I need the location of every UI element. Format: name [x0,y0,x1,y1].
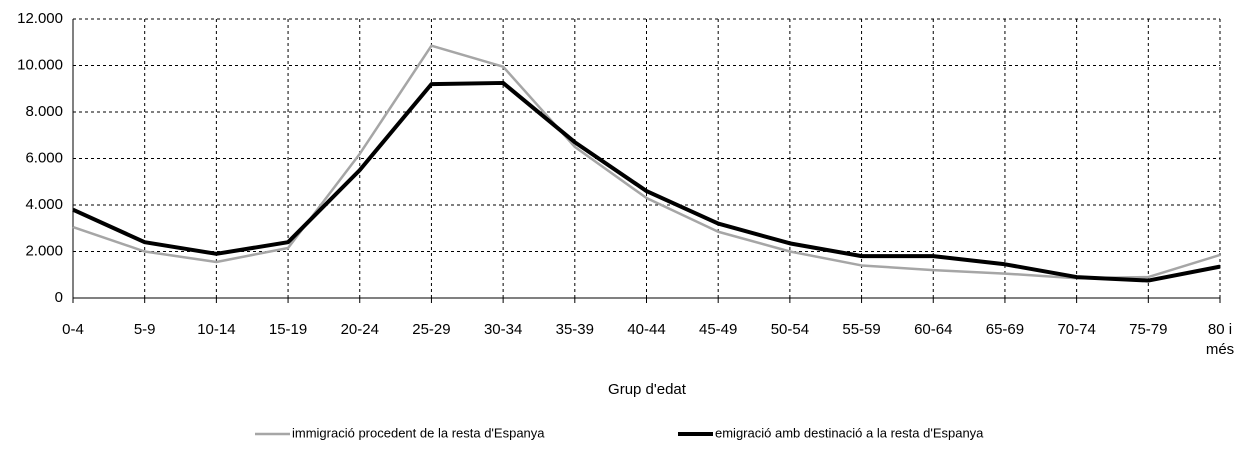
x-tick-label: 70-74 [1057,321,1096,338]
x-tick-label: 10-14 [197,321,236,338]
y-tick-label: 0 [55,289,63,306]
legend-label: immigració procedent de la resta d'Espan… [292,425,545,440]
y-tick-label: 6.000 [25,149,63,166]
x-tick-label: 80 i més [1205,321,1235,358]
x-tick-label: 65-69 [985,321,1025,338]
x-tick-label: 20-24 [340,321,379,338]
legend-label: emigració amb destinació a la resta d'Es… [715,425,984,440]
y-tick-label: 10.000 [17,56,63,73]
y-tick-label: 2.000 [25,242,63,259]
x-axis-label: Grup d'edat [608,381,687,398]
y-tick-label: 8.000 [25,103,63,120]
x-tick-label: 45-49 [699,321,738,338]
y-tick-label: 12.000 [17,10,63,27]
x-tick-label: 0-4 [62,321,84,338]
x-tick-label: 50-54 [770,321,810,338]
x-tick-label: 25-29 [412,321,451,338]
x-tick-label: 40-44 [627,321,666,338]
series-line [72,44,1221,280]
x-tick-label: 5-9 [133,321,156,338]
x-tick-label: 60-64 [914,321,953,338]
y-tick-label: 4.000 [25,196,63,213]
x-tick-label: 75-79 [1129,321,1168,338]
x-tick-label: 35-39 [555,321,594,338]
series-line [72,80,1221,283]
x-tick-label: 55-59 [842,321,881,338]
x-tick-label: 30-34 [483,321,523,338]
x-tick-label: 15-19 [268,321,308,338]
